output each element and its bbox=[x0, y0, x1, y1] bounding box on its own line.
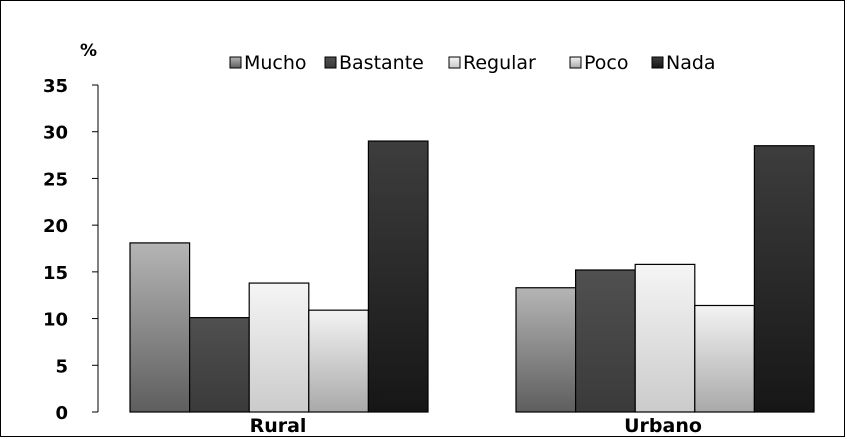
legend-swatch-mucho bbox=[229, 56, 242, 69]
legend-swatch-poco bbox=[569, 56, 582, 69]
y-tick-label: 25 bbox=[43, 169, 68, 190]
y-tick-label: 5 bbox=[55, 356, 68, 377]
y-tick-label: 0 bbox=[55, 403, 68, 424]
bar-urbano-poco bbox=[694, 304, 755, 413]
x-axis: Rural Urbano bbox=[250, 415, 702, 437]
bars bbox=[129, 140, 815, 413]
bar-urbano-nada bbox=[753, 145, 815, 413]
bar-rural-bastante bbox=[189, 317, 250, 413]
bar-rural-mucho bbox=[129, 242, 191, 413]
legend-label-bastante: Bastante bbox=[339, 52, 424, 74]
bar-rural-regular bbox=[248, 282, 310, 413]
legend-label-mucho: Mucho bbox=[244, 52, 307, 74]
y-axis: 0 5 10 15 20 25 30 35 bbox=[43, 76, 99, 424]
legend-label-nada: Nada bbox=[666, 52, 716, 74]
legend-label-poco: Poco bbox=[584, 52, 628, 74]
category-label-rural: Rural bbox=[250, 415, 307, 437]
bar-urbano-mucho bbox=[515, 287, 577, 413]
bar-urbano-bastante bbox=[574, 269, 636, 413]
legend-swatch-bastante bbox=[324, 56, 337, 69]
legend-label-regular: Regular bbox=[463, 52, 536, 74]
legend-swatch-nada bbox=[651, 56, 664, 69]
legend: Mucho Bastante Regular Poco Nada bbox=[229, 52, 716, 74]
bar-rural-poco bbox=[308, 309, 369, 413]
y-unit-label: % bbox=[80, 41, 97, 61]
y-tick-label: 30 bbox=[43, 123, 68, 144]
category-label-urbano: Urbano bbox=[624, 415, 702, 437]
y-tick-label: 10 bbox=[43, 310, 68, 331]
legend-swatch-regular bbox=[448, 56, 461, 69]
y-tick-label: 35 bbox=[43, 76, 68, 97]
bar-urbano-regular bbox=[634, 263, 696, 413]
y-tick-label: 15 bbox=[43, 263, 68, 284]
y-tick-label: 20 bbox=[43, 216, 68, 237]
bar-rural-nada bbox=[367, 140, 429, 413]
